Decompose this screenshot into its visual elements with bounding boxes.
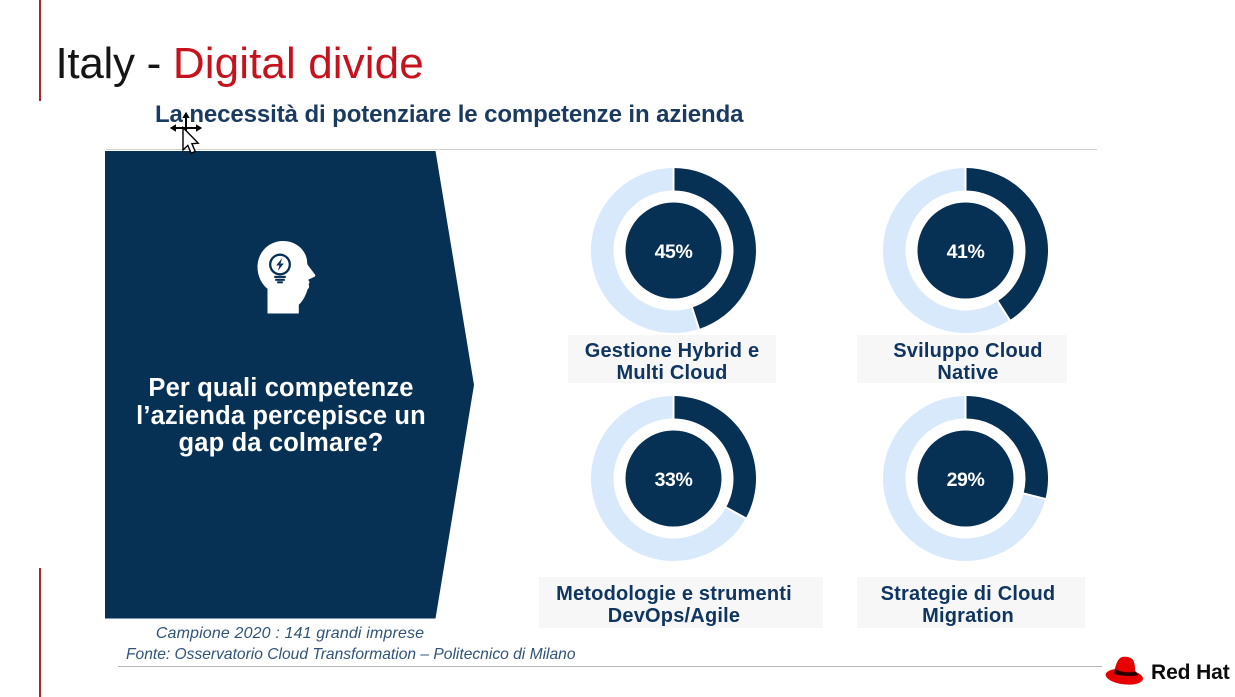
svg-text:45%: 45% <box>654 241 692 263</box>
svg-text:41%: 41% <box>946 241 984 263</box>
svg-text:33%: 33% <box>654 469 692 491</box>
svg-text:29%: 29% <box>946 469 984 491</box>
